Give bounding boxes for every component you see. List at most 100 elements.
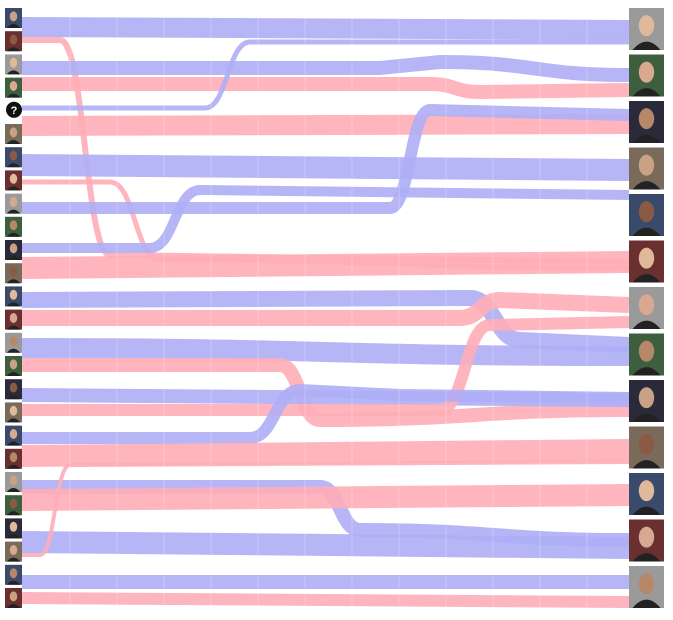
flow-band	[22, 383, 630, 444]
portrait-face	[638, 154, 655, 176]
portrait-face	[9, 591, 18, 602]
portrait-face	[9, 57, 18, 68]
portrait-body	[6, 418, 21, 423]
flow-band	[21, 114, 630, 136]
portrait-body	[6, 580, 21, 585]
portrait-body	[6, 279, 21, 284]
flow-bands	[21, 10, 630, 612]
portrait-body	[6, 140, 21, 144]
flow-band	[21, 154, 630, 181]
portrait-face	[9, 34, 18, 45]
portrait-body	[632, 88, 661, 97]
portrait-body	[6, 488, 21, 492]
portrait-face	[638, 294, 655, 316]
portrait-face	[9, 429, 18, 439]
flow-band	[21, 17, 630, 40]
flow-band	[21, 592, 630, 608]
portrait-body	[6, 186, 21, 191]
portrait-body	[6, 441, 21, 446]
right-portraits	[629, 8, 664, 608]
portrait-body	[632, 320, 661, 329]
portrait-body	[6, 464, 21, 469]
portrait-body	[632, 553, 661, 562]
portrait-body	[632, 413, 661, 422]
portrait-body	[6, 534, 21, 539]
portrait-body	[632, 181, 661, 190]
portrait-face	[9, 545, 18, 555]
portrait-face	[9, 220, 18, 231]
portrait-face	[9, 243, 18, 254]
portrait-face	[638, 573, 655, 595]
portrait-face	[9, 127, 18, 138]
portrait-face	[638, 340, 655, 362]
portrait-body	[6, 372, 21, 376]
portrait-face	[638, 433, 655, 455]
portrait-face	[9, 452, 18, 463]
portrait-face	[9, 336, 18, 347]
portrait-face	[638, 108, 655, 130]
portrait-face	[9, 568, 18, 579]
portrait-face	[638, 480, 655, 502]
flow-band	[22, 184, 630, 253]
portrait-body	[632, 227, 661, 236]
flow-band	[21, 338, 630, 366]
flow-band	[21, 251, 630, 279]
portrait-face	[9, 359, 18, 370]
portrait-body	[6, 395, 21, 400]
portrait-face	[9, 173, 18, 184]
flow-band	[21, 531, 630, 559]
portrait-body	[6, 93, 21, 98]
portrait-body	[6, 70, 21, 75]
portrait-face	[9, 81, 18, 91]
portrait-face	[9, 382, 18, 393]
portrait-face	[638, 387, 655, 409]
portrait-face	[9, 498, 18, 509]
portrait-face	[638, 61, 655, 83]
left-portraits: ?	[5, 8, 22, 608]
portrait-face	[9, 197, 18, 207]
portrait-body	[632, 506, 661, 515]
portrait-face	[638, 15, 655, 37]
portrait-body	[6, 511, 21, 516]
flow-band	[22, 39, 629, 111]
unknown-symbol: ?	[11, 105, 18, 117]
flow-band	[22, 54, 630, 82]
portrait-body	[6, 604, 21, 608]
flow-band	[22, 358, 630, 428]
unknown-marker	[6, 101, 22, 118]
portrait-face	[9, 405, 18, 416]
portrait-face	[638, 201, 655, 223]
portrait-body	[6, 232, 21, 237]
portrait-face	[9, 313, 18, 323]
flow-band	[22, 316, 630, 416]
portrait-face	[9, 11, 18, 22]
portrait-face	[638, 526, 655, 548]
portrait-body	[632, 599, 661, 608]
portrait-body	[6, 163, 21, 168]
portrait-body	[6, 209, 21, 214]
portrait-face	[9, 289, 18, 300]
flow-band	[21, 439, 630, 467]
flow-band	[22, 77, 630, 100]
portrait-body	[6, 256, 21, 260]
portrait-body	[632, 41, 661, 50]
portrait-face	[9, 150, 18, 161]
portrait-body	[6, 47, 21, 52]
portrait-body	[6, 302, 21, 307]
flow-band	[22, 460, 630, 557]
portrait-face	[9, 266, 18, 277]
portrait-body	[632, 274, 661, 283]
portrait-body	[6, 325, 21, 330]
portrait-face	[9, 475, 18, 486]
portrait-face	[9, 521, 18, 532]
flow-band	[21, 484, 630, 511]
portrait-face	[638, 247, 655, 269]
flow-band	[22, 291, 630, 326]
portrait-body	[632, 460, 661, 469]
portrait-body	[6, 24, 21, 28]
portrait-body	[6, 557, 21, 562]
flow-band	[22, 103, 630, 214]
portrait-body	[6, 348, 21, 353]
